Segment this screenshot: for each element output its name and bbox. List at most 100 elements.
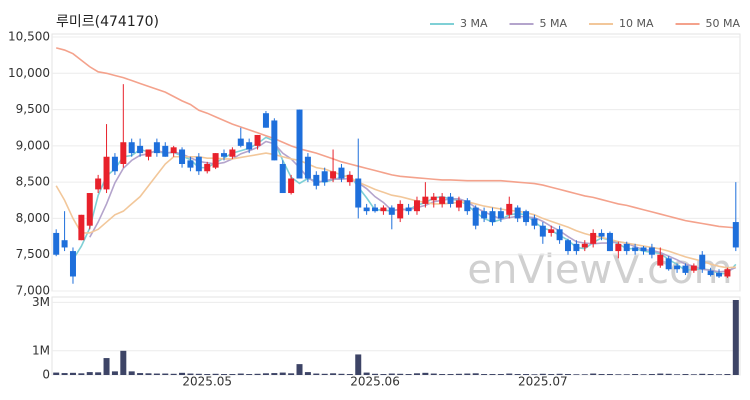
candle-body [271,120,278,161]
volume-bar [623,374,630,375]
volume-bar [682,374,689,375]
volume-bar [539,373,546,375]
legend-label: 5 MA [540,17,568,30]
volume-bar [179,372,186,375]
candle-body [397,203,404,219]
candle-body [388,207,395,215]
candle-body [204,164,211,172]
volume-bar [724,374,731,375]
volume-bar [212,373,219,375]
volume-bar [254,373,261,375]
candle-body [254,134,261,146]
volume-bar [514,374,521,375]
volume-bar [707,374,714,375]
volume-bar [439,374,446,375]
volume-bar [187,373,194,375]
volume-bar [103,358,110,375]
candle-body [657,254,664,266]
volume-bar [321,373,328,375]
volume-bar [581,374,588,375]
volume-bar [246,374,253,375]
volume-bar [313,373,320,375]
volume-bar [111,371,118,375]
candle-body [447,196,454,204]
y-tick-label: 10,500 [8,30,50,44]
volume-bar [556,373,563,375]
candle-body [413,200,420,212]
candle-body [497,211,504,219]
volume-bar [355,354,362,375]
volume-bar [523,374,530,375]
volume-bar [78,373,85,375]
candle-body [103,156,110,190]
volume-bar [363,372,370,375]
volume-bar [455,373,462,375]
y-tick-label: 7,000 [16,284,50,298]
legend-label: 3 MA [460,17,488,30]
volume-bar [430,373,437,375]
candle-body [523,211,530,223]
volume-bar [128,371,135,375]
volume-bar [304,372,311,375]
volume-bar [464,373,471,375]
candle-body [346,174,353,183]
volume-bar [548,374,555,375]
volume-bar [120,350,127,375]
candle-body [179,149,186,164]
volume-bar [229,374,236,375]
candle-body [279,164,286,194]
volume-bar [497,374,504,375]
volume-bar [489,374,496,375]
candle-body [288,178,295,194]
candle-body [363,207,370,212]
volume-bar [372,373,379,375]
candle-body [330,171,337,179]
candle-body [405,207,412,212]
candle-body [707,270,714,276]
candle-body [86,193,93,226]
candle-body [716,272,723,277]
volume-bar [95,372,102,375]
candle-body [531,218,538,226]
volume-bar [732,300,739,375]
legend-label: 50 MA [706,17,741,30]
volume-bar [531,374,538,375]
candle-body [514,207,521,219]
volume-bar [346,374,353,375]
candle-body [153,142,160,154]
candle-body [262,113,269,128]
volume-bar [388,373,395,375]
volume-bar [690,374,697,375]
y-tick-label: 9,500 [16,102,50,116]
candle-body [455,200,462,208]
candle-body [439,196,446,204]
candle-body [372,207,379,212]
volume-bar [204,374,211,375]
volume-bar [573,374,580,375]
candle-body [128,142,135,154]
candle-body [556,229,563,241]
volume-bar [665,373,672,375]
y-tick-label: 1M [32,343,50,357]
candle-body [598,232,605,237]
volume-bar [262,373,269,375]
candle-body [640,247,647,252]
volume-bar [598,374,605,375]
candle-body [623,243,630,252]
volume-bar [170,373,177,375]
candle-body [338,167,345,179]
candle-body [565,240,571,252]
y-tick-label: 10,000 [8,66,50,80]
candle-body [548,229,555,233]
volume-bar [632,374,639,375]
candle-body [304,156,311,179]
volume-bar [699,373,706,375]
volume-bar [53,372,60,375]
candle-body [648,247,655,255]
volume-bar [338,373,345,375]
volume-bar [640,374,647,375]
volume-bar [481,374,488,375]
volume-bar [279,372,286,375]
volume-bar [413,373,420,375]
candle-body [61,240,68,248]
